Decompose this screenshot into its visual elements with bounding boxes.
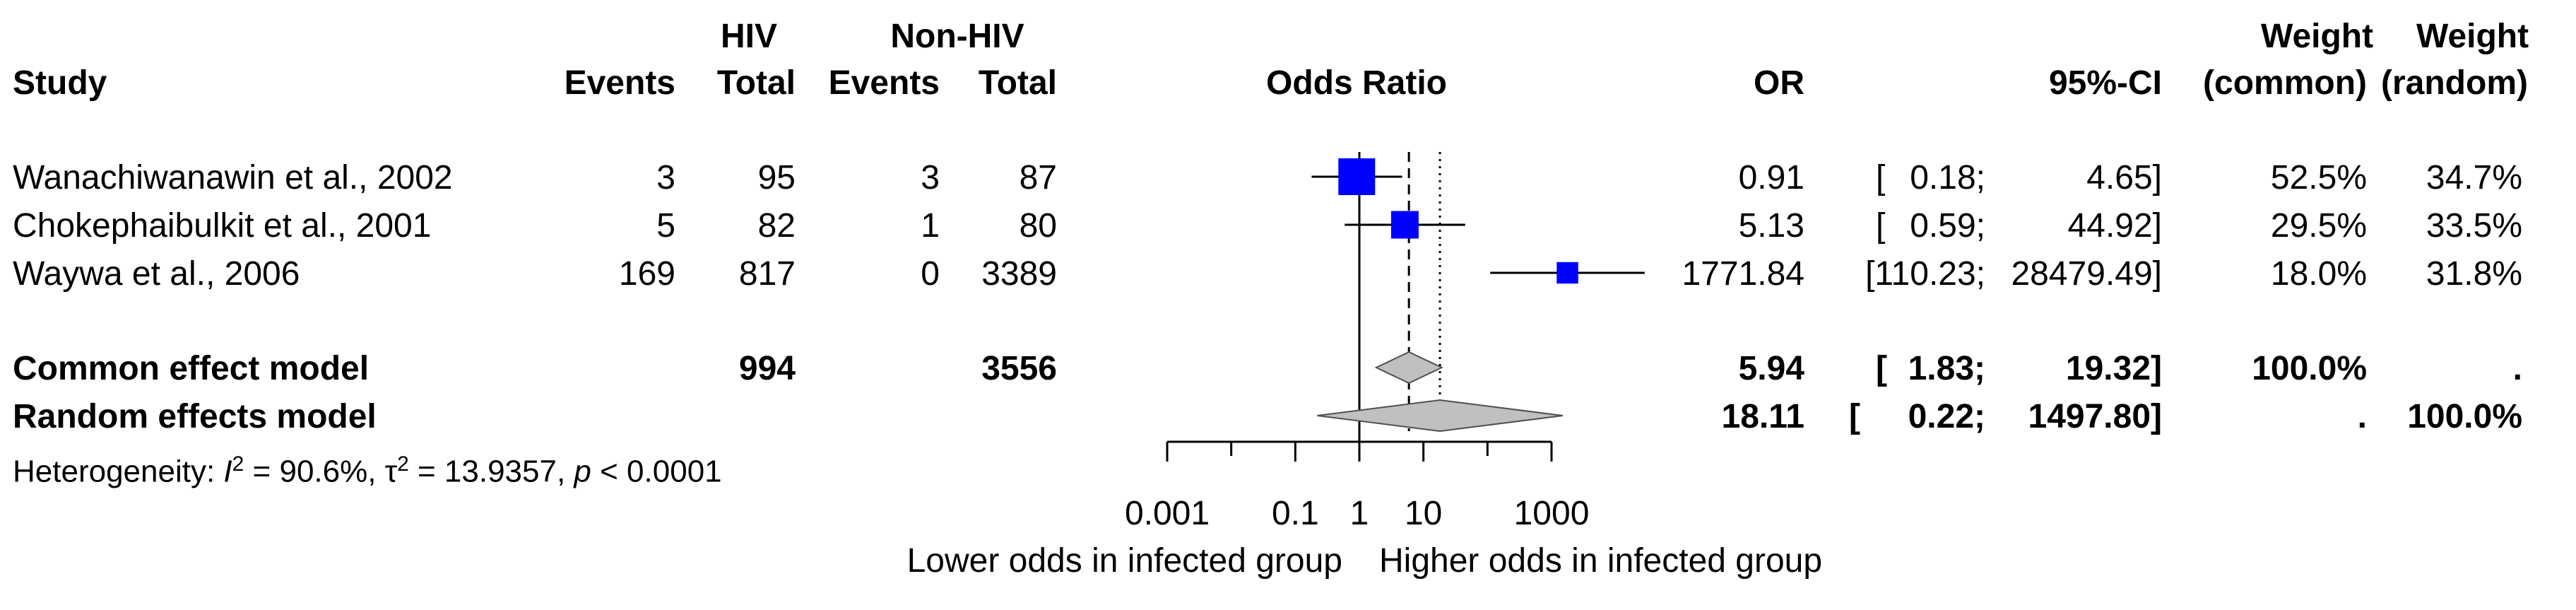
events-non-hiv: 1: [921, 207, 940, 245]
i2-exponent: 2: [232, 452, 244, 476]
weight-common: 18.0%: [2270, 255, 2367, 293]
ci-upper: 28479.49]: [2011, 255, 2162, 293]
p-symbol: p: [574, 454, 591, 489]
events-hiv: 169: [618, 255, 675, 293]
header-study: Study: [13, 64, 107, 102]
ci-lower: 0.22;: [1908, 398, 1985, 435]
i2-value: = 90.6%,: [244, 454, 385, 489]
tau-value: = 13.9357,: [408, 454, 574, 489]
p-value: < 0.0001: [591, 454, 722, 489]
weight-common: 52.5%: [2270, 159, 2367, 197]
weight-common: 100.0%: [2252, 350, 2367, 387]
total-non-hiv: 80: [1019, 207, 1057, 245]
ci-upper: 4.65]: [2086, 159, 2162, 197]
ci-lower: [110.23;: [1865, 255, 1985, 293]
weight-random: 34.7%: [2426, 159, 2522, 197]
ci-lower: 0.18;: [1910, 159, 1985, 197]
or-value: 5.13: [1738, 207, 1804, 245]
header-weight-random: Weight: [2416, 18, 2529, 55]
events-hiv: 5: [656, 207, 675, 245]
weight-random: 31.8%: [2426, 255, 2522, 293]
study-name: Chokephaibulkit et al., 2001: [13, 207, 432, 245]
ci-open-bracket: [: [1876, 159, 1886, 197]
ci-open-bracket: [: [1876, 207, 1886, 245]
events-non-hiv: 3: [921, 159, 940, 197]
weight-random: 33.5%: [2426, 207, 2522, 245]
ci-upper: 44.92]: [2067, 207, 2162, 245]
x-tick-label: 0.001: [1125, 495, 1210, 532]
total-non-hiv: 3556: [981, 350, 1057, 387]
total-hiv: 82: [757, 207, 796, 245]
study-box: [1338, 158, 1376, 195]
or-value: 1771.84: [1682, 255, 1804, 293]
heterogeneity-prefix: Heterogeneity:: [13, 454, 224, 489]
total-non-hiv: 3389: [981, 255, 1057, 293]
random-effects-label: Random effects model: [13, 398, 377, 435]
common-diamond: [1374, 351, 1443, 385]
header-events-non-hiv: Events: [828, 64, 940, 102]
x-tick-label: 0.1: [1272, 495, 1319, 532]
or-value: 0.91: [1738, 159, 1804, 197]
x-tick-label: 10: [1405, 495, 1442, 532]
header-events-hiv: Events: [564, 64, 675, 102]
total-hiv: 95: [757, 159, 796, 197]
x-tick-label: 1: [1350, 495, 1369, 532]
tau-symbol: τ: [384, 454, 398, 489]
i2-symbol: I: [223, 454, 232, 489]
total-non-hiv: 87: [1019, 159, 1057, 197]
weight-random: 100.0%: [2407, 398, 2522, 435]
ci-lower: 1.83;: [1908, 350, 1985, 387]
heterogeneity-text: Heterogeneity: I2 = 90.6%, τ2 = 13.9357,…: [13, 454, 722, 488]
header-ci: 95%-CI: [2048, 64, 2162, 102]
tau-exponent: 2: [397, 452, 409, 476]
header-group-hiv: HIV: [720, 18, 777, 55]
header-total-non-hiv: Total: [978, 64, 1057, 102]
total-hiv: 994: [738, 350, 796, 387]
events-non-hiv: 0: [921, 255, 940, 293]
weight-random: .: [2512, 350, 2522, 387]
weight-common: 29.5%: [2270, 207, 2367, 245]
axis-higher-label: Higher odds in infected group: [1379, 542, 1823, 580]
header-random: (random): [2381, 64, 2528, 102]
ci-open-bracket: [: [1876, 350, 1887, 387]
axis-lower-label: Lower odds in infected group: [906, 542, 1342, 580]
common-effect-label: Common effect model: [13, 350, 370, 387]
or-value: 5.94: [1738, 350, 1804, 387]
ci-upper: 1497.80]: [2028, 398, 2163, 435]
weight-common: .: [2357, 398, 2367, 435]
study-box: [1556, 262, 1578, 284]
header-odds-ratio: Odds Ratio: [1265, 64, 1447, 102]
study-box: [1390, 211, 1419, 239]
study-name: Waywa et al., 2006: [13, 255, 300, 293]
header-group-non-hiv: Non-HIV: [890, 18, 1024, 55]
header-or: OR: [1754, 64, 1804, 102]
ci-upper: 19.32]: [2065, 350, 2162, 387]
ci-lower: 0.59;: [1910, 207, 1985, 245]
total-hiv: 817: [738, 255, 796, 293]
ci-open-bracket: [: [1849, 398, 1860, 435]
study-name: Wanachiwanawin et al., 2002: [13, 159, 453, 197]
or-value: 18.11: [1721, 398, 1804, 435]
random-diamond: [1317, 399, 1564, 433]
header-weight-common: Weight: [2261, 18, 2374, 55]
events-hiv: 3: [656, 159, 675, 197]
header-common: (common): [2203, 64, 2367, 102]
header-total-hiv: Total: [716, 64, 796, 102]
x-tick-label: 1000: [1514, 495, 1590, 532]
